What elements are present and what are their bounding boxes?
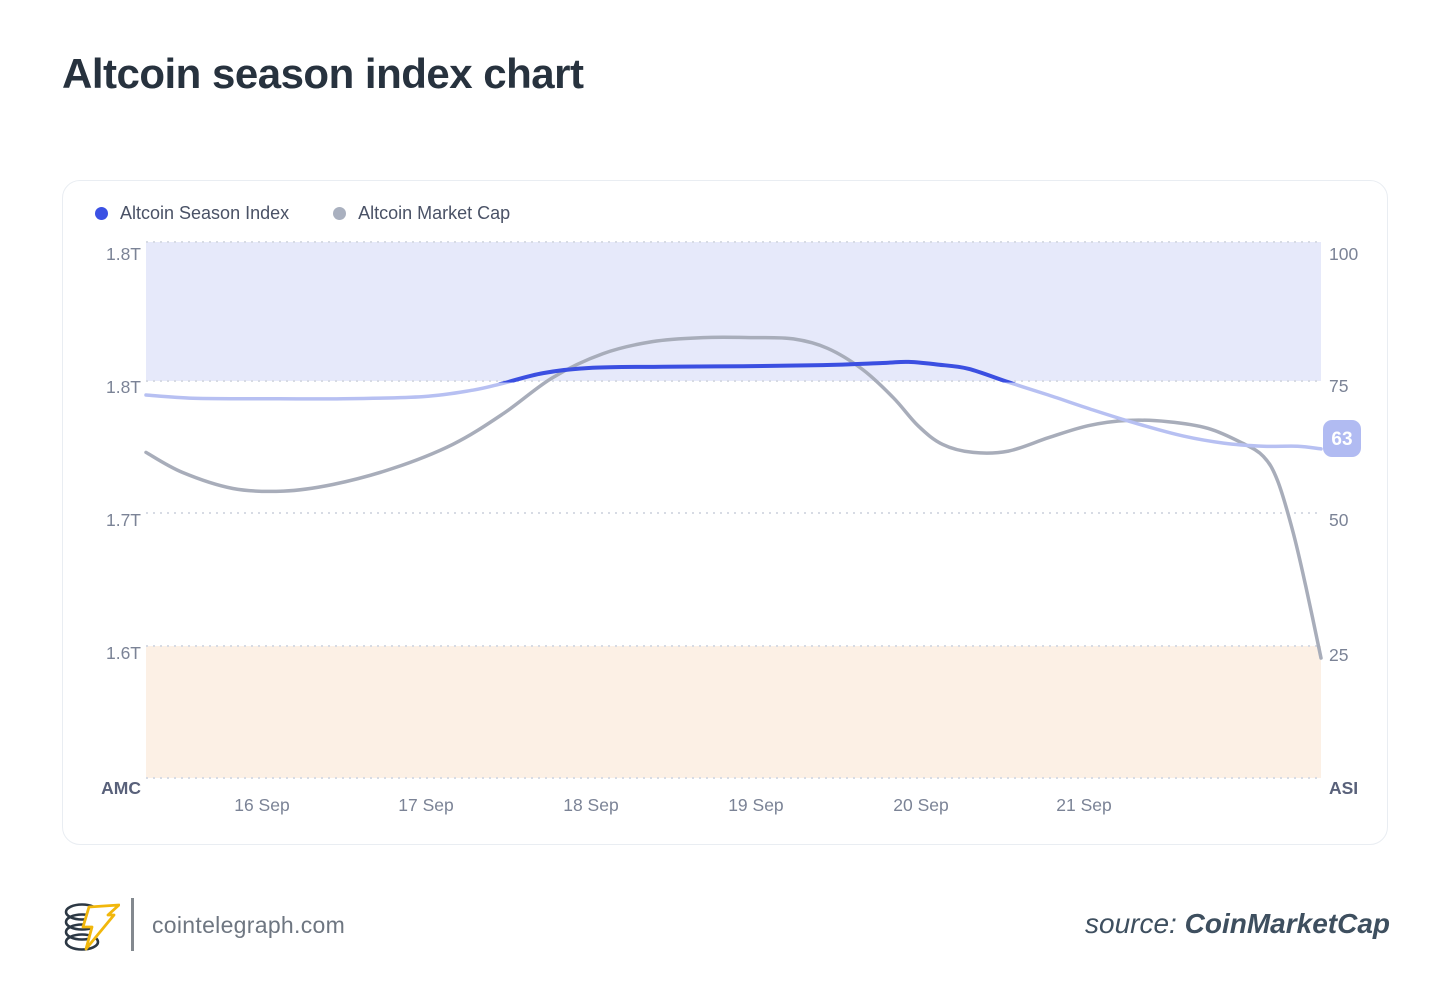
chart-legend: Altcoin Season Index Altcoin Market Cap [95, 203, 510, 224]
y-axis-tick-left: 1.6T [105, 643, 141, 663]
x-axis-tick: 18 Sep [563, 795, 619, 815]
x-axis-tick: 21 Sep [1056, 795, 1112, 815]
x-axis-tick: 16 Sep [234, 795, 290, 815]
chart-series-lines [144, 335, 1323, 660]
y-axis-tick-right: 75 [1329, 376, 1349, 396]
source-prefix: source: [1085, 908, 1177, 939]
current-value-label: 63 [1331, 429, 1352, 450]
bitcoin-season-band [146, 646, 1321, 778]
site-name[interactable]: cointelegraph.com [152, 912, 346, 938]
chart-card: Altcoin Season Index Altcoin Market Cap … [62, 180, 1388, 845]
lightning-bolt-icon [81, 903, 120, 951]
left-axis-title: AMC [101, 778, 141, 798]
footer: cointelegraph.com source: CoinMarketCap [62, 898, 1390, 958]
source-name: CoinMarketCap [1184, 908, 1390, 939]
x-axis-tick: 19 Sep [728, 795, 784, 815]
altcoin-season-band [146, 242, 1321, 381]
altcoin-market-cap-line [144, 335, 1323, 660]
y-axis-tick-left: 1.7T [105, 510, 141, 530]
cointelegraph-logo-icon [64, 903, 120, 951]
altcoin-season-index-line-above-threshold [498, 359, 1016, 383]
line-chart: 63 [144, 241, 1361, 779]
y-axis-tick-left: 1.8T [105, 244, 141, 264]
source-attribution: source: CoinMarketCap [1085, 908, 1390, 940]
right-axis-title: ASI [1329, 778, 1359, 798]
current-value-badge: 63 [1323, 420, 1361, 457]
x-axis-tick: 17 Sep [398, 795, 454, 815]
legend-dot-icon [333, 207, 347, 220]
footer-divider [131, 898, 134, 951]
y-axis-tick-right: 25 [1329, 645, 1349, 665]
badge-background [1323, 420, 1361, 457]
legend-dot-icon [95, 207, 108, 220]
page-title: Altcoin season index chart [62, 50, 584, 97]
y-axis-tick-left: 1.8T [105, 377, 141, 397]
chart-bands [146, 242, 1321, 778]
x-axis-tick: 20 Sep [893, 795, 949, 815]
legend-item-altcoin-season-index[interactable]: Altcoin Season Index [95, 203, 289, 224]
y-axis-tick-right: 100 [1329, 244, 1359, 264]
y-axis-tick-right: 50 [1329, 510, 1349, 530]
legend-label: Altcoin Season Index [120, 203, 290, 223]
legend-item-altcoin-market-cap[interactable]: Altcoin Market Cap [333, 203, 510, 224]
legend-label: Altcoin Market Cap [358, 203, 511, 223]
